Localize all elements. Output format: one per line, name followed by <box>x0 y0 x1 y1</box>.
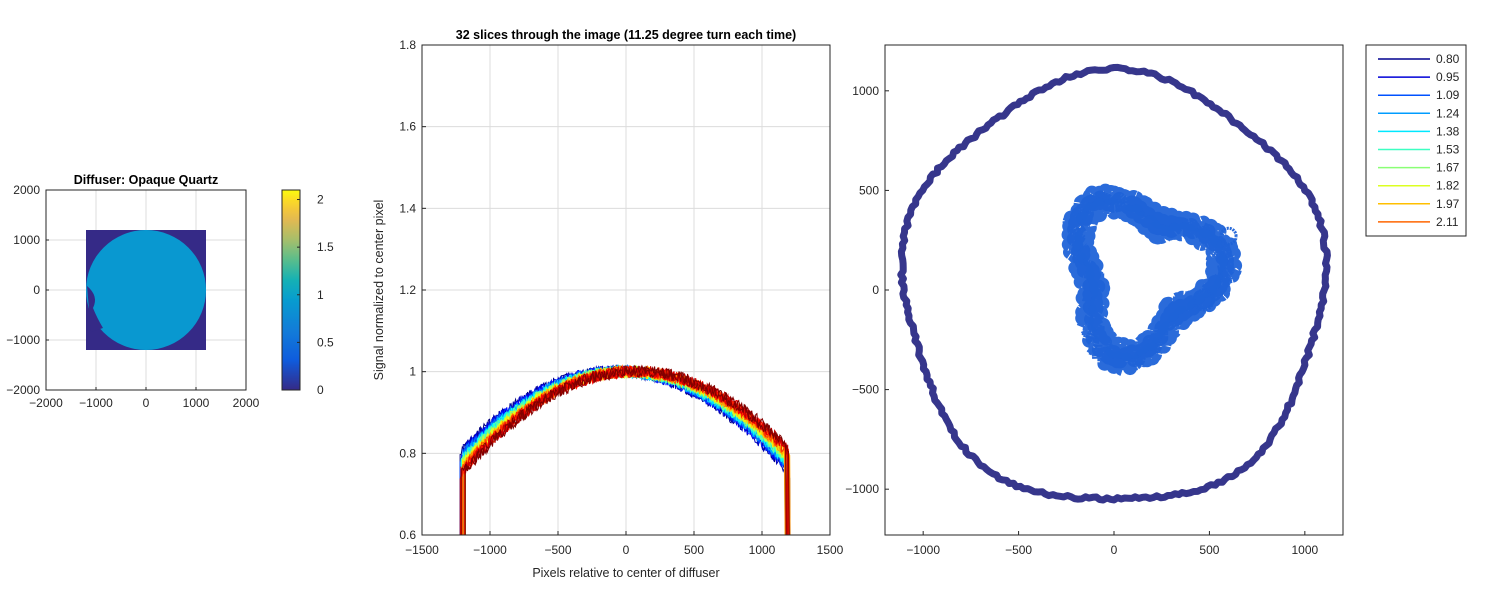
y-tick-label: 500 <box>859 183 879 197</box>
legend-label: 1.82 <box>1436 179 1460 193</box>
y-tick-label: 0 <box>33 283 40 297</box>
y-tick-label: 1000 <box>852 84 879 98</box>
heatmap-panel: −2000 −1000 0 1000 2000 −2000 −1000 0 1000 2000 Di… <box>6 173 259 410</box>
colorbar-tick-label: 1 <box>317 288 324 302</box>
x-tick-label: 1000 <box>749 543 776 557</box>
y-axis-label: Signal normalized to center pixel <box>372 200 386 381</box>
y-tick-label: −1000 <box>845 482 879 496</box>
x-tick-label: −1000 <box>473 543 507 557</box>
legend-label: 0.95 <box>1436 70 1460 84</box>
contour-line <box>897 63 1331 504</box>
y-tick-label: 1.4 <box>399 201 416 215</box>
slices-title: 32 slices through the image (11.25 degre… <box>456 28 796 42</box>
colorbar-tick-label: 1.5 <box>317 240 334 254</box>
legend-label: 2.11 <box>1436 215 1459 229</box>
slice-line <box>460 364 787 535</box>
x-tick-label: 1000 <box>1291 543 1318 557</box>
diffuser-disk <box>86 230 206 350</box>
diffuser-notch <box>87 286 103 332</box>
legend-label: 1.09 <box>1436 88 1460 102</box>
y-tick-label: 1.8 <box>399 38 416 52</box>
x-tick-label: 500 <box>684 543 704 557</box>
x-tick-label: 2000 <box>233 396 260 410</box>
legend: 0.80 0.95 1.09 1.24 1.38 1.53 1.67 1.82 1.97 2.11 <box>1365 44 1467 237</box>
contour-line <box>1219 226 1238 246</box>
x-tick-label: 500 <box>1199 543 1219 557</box>
colorbar-bar <box>281 189 301 391</box>
x-axis-label: Pixels relative to center of diffuser <box>532 566 719 580</box>
legend-label: 0.80 <box>1436 52 1460 66</box>
y-tick-label: 2000 <box>13 183 40 197</box>
slices-panel: −1500 −1000 −500 0 500 1000 1500 0.6 0.8 1 1.2 1.4 1… <box>372 28 844 580</box>
y-tick-label: −2000 <box>6 383 40 397</box>
x-tick-label: −1500 <box>405 543 439 557</box>
colorbar-tick-label: 0 <box>317 383 324 397</box>
y-tick-label: −500 <box>852 383 879 397</box>
y-tick-label: 1.6 <box>399 120 416 134</box>
x-tick-label: 1500 <box>817 543 844 557</box>
contour-group <box>897 63 1331 504</box>
contour-line <box>1073 197 1229 361</box>
x-tick-label: −1000 <box>906 543 940 557</box>
legend-label: 1.24 <box>1436 106 1460 120</box>
legend-label: 1.38 <box>1436 124 1460 138</box>
plot-area <box>885 45 1343 535</box>
contour-panel: −1000 −500 0 500 1000 −1000 −500 0 500 1000 <box>845 44 1344 557</box>
y-tick-label: 0.8 <box>399 446 416 460</box>
x-tick-label: 0 <box>143 396 150 410</box>
slice-line <box>464 365 790 535</box>
y-tick-label: 0.6 <box>399 528 416 542</box>
slice-line <box>459 365 789 535</box>
heatmap-title: Diffuser: Opaque Quartz <box>74 173 218 187</box>
x-tick-label: −2000 <box>29 396 63 410</box>
colorbar-tick-label: 0.5 <box>317 335 334 349</box>
x-tick-label: −500 <box>1005 543 1032 557</box>
x-tick-label: −1000 <box>79 396 113 410</box>
x-tick-label: 1000 <box>183 396 210 410</box>
y-tick-label: −1000 <box>6 333 40 347</box>
colorbar-tick-label: 2 <box>317 193 324 207</box>
colorbar: 0 0.5 1 1.5 2 <box>281 189 334 397</box>
legend-label: 1.67 <box>1436 161 1460 175</box>
x-tick-label: 0 <box>623 543 630 557</box>
y-tick-label: 0 <box>872 283 879 297</box>
legend-label: 1.53 <box>1436 143 1460 157</box>
x-tick-label: 0 <box>1111 543 1118 557</box>
slice-lines <box>459 363 791 535</box>
contour-line <box>1192 288 1215 312</box>
y-tick-label: 1000 <box>13 233 40 247</box>
y-tick-label: 1 <box>409 365 416 379</box>
legend-label: 1.97 <box>1436 197 1460 211</box>
x-tick-label: −500 <box>544 543 571 557</box>
y-tick-label: 1.2 <box>399 283 416 297</box>
